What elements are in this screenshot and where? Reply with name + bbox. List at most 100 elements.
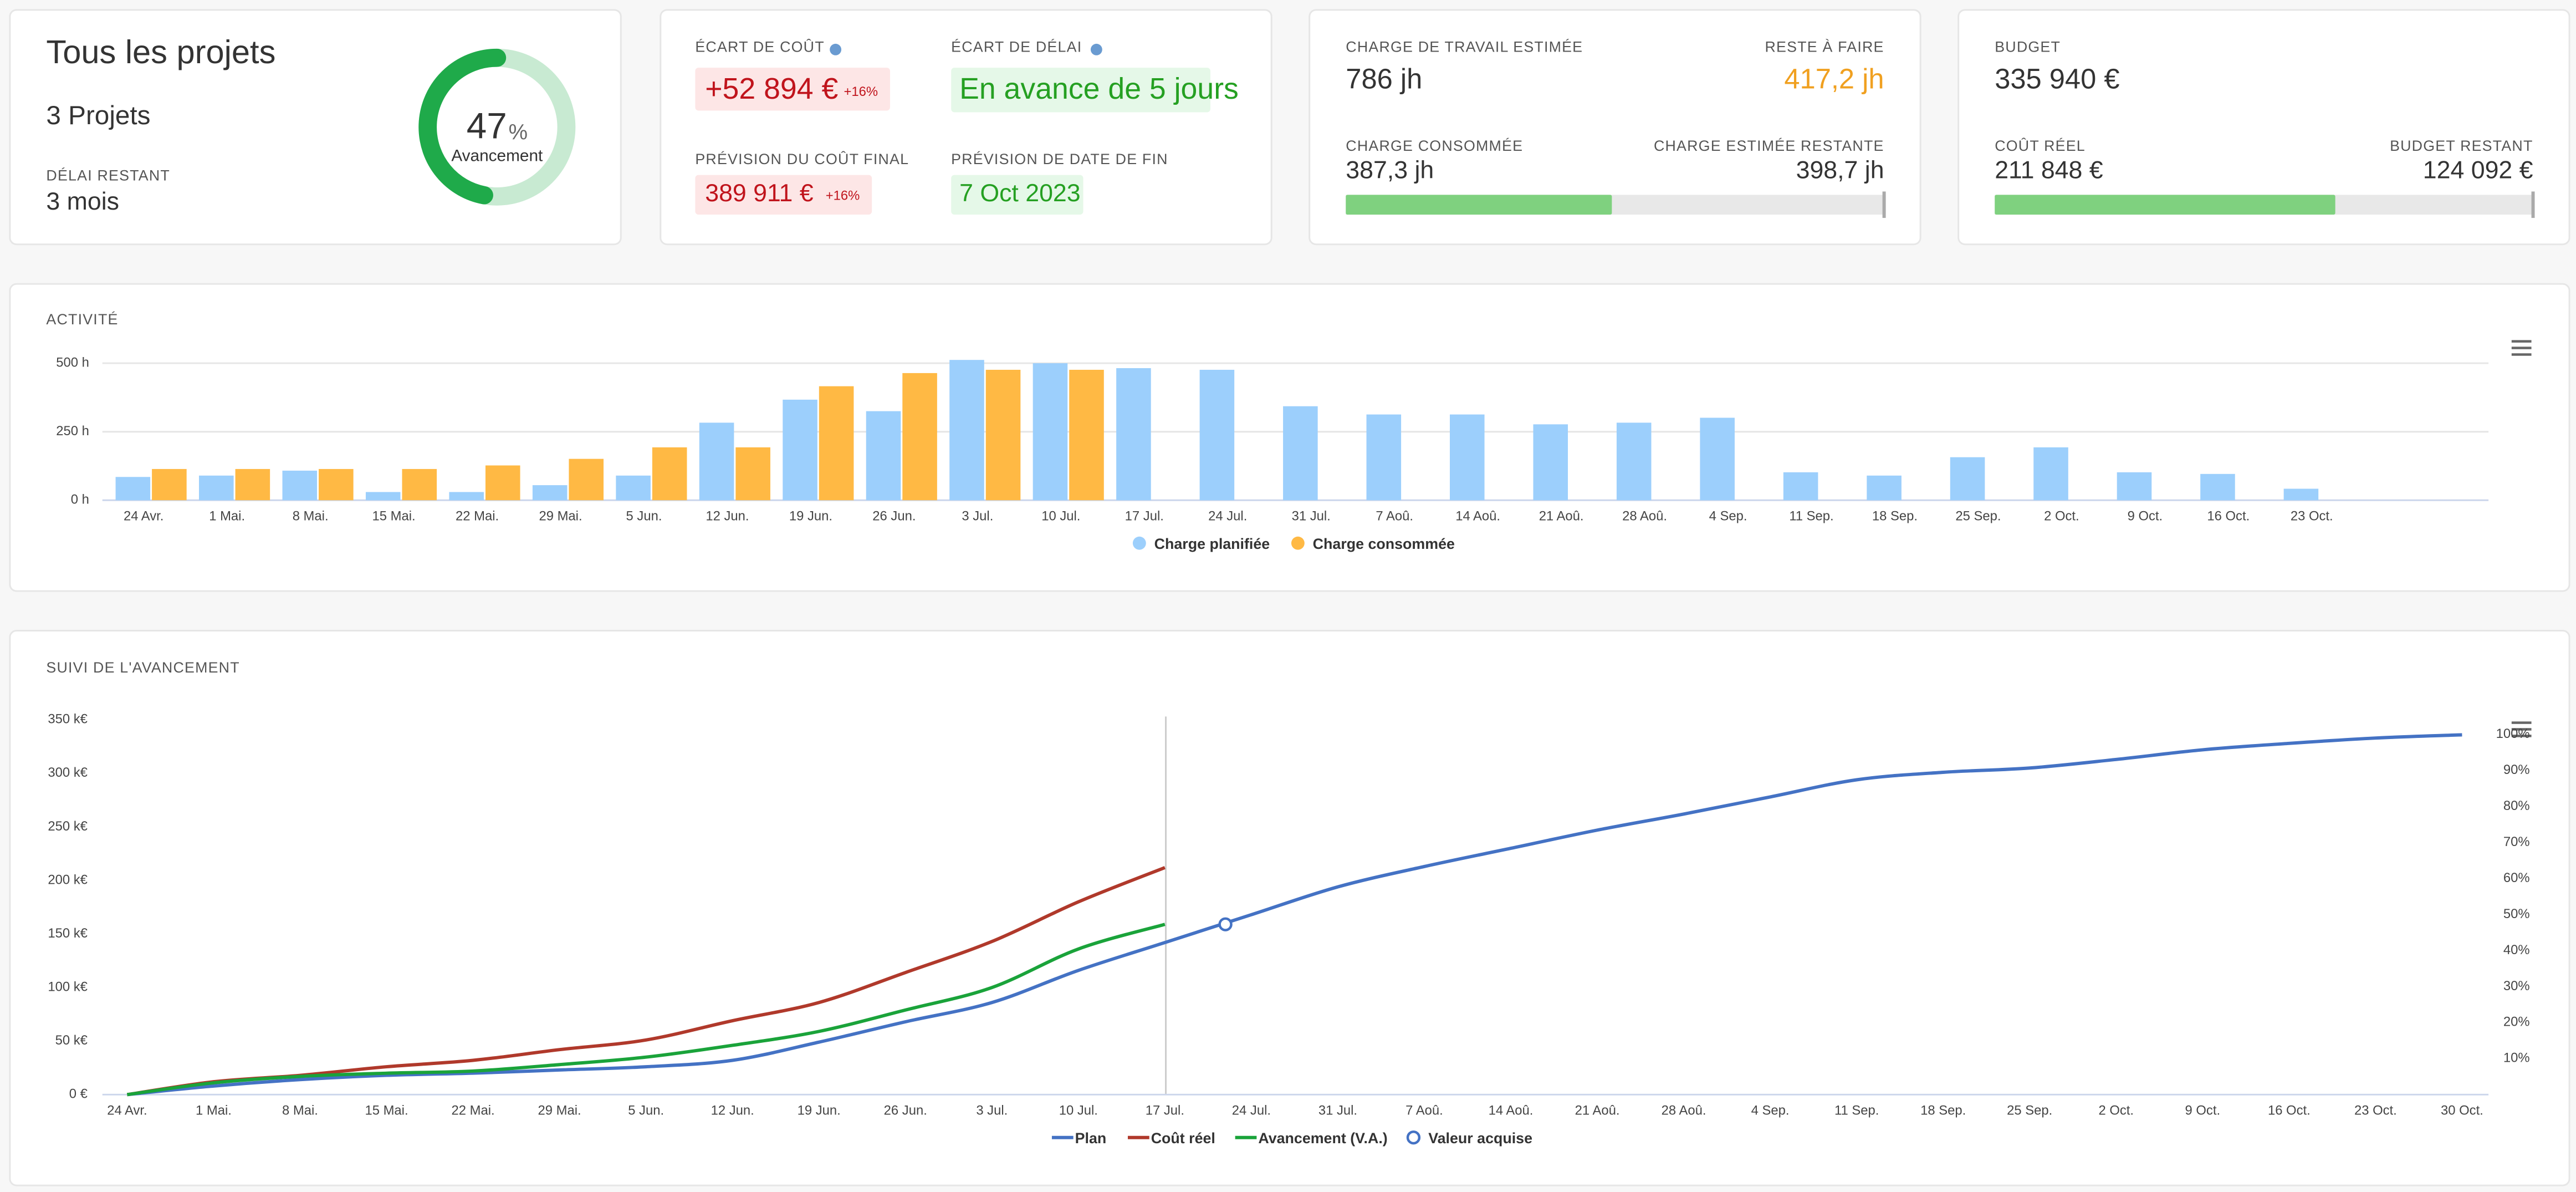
bar: [1783, 472, 1818, 501]
bar: [1616, 422, 1652, 501]
x-tick-label: 18 Sep.: [1872, 508, 1918, 523]
x-tick-label: 17 Jul.: [1146, 1103, 1184, 1118]
x-tick-label: 16 Oct.: [2268, 1103, 2311, 1118]
y2-tick-label: 50%: [2503, 906, 2530, 921]
badge: [951, 175, 1083, 215]
bar: [235, 468, 270, 501]
bar: [2283, 488, 2319, 501]
line: [127, 923, 1166, 1097]
x-tick-label: 2 Oct.: [2098, 1103, 2134, 1118]
value: 786 jh: [1346, 63, 1422, 94]
legend-label: Avancement (V.A.): [1258, 1130, 1387, 1147]
legend-swatch: [1291, 536, 1305, 550]
y-tick-label: 350 k€: [48, 712, 88, 727]
y2-tick-label: 20%: [2503, 1015, 2530, 1030]
bar: [1199, 369, 1235, 501]
projects: 3 Projets: [46, 101, 150, 130]
bar: [616, 475, 651, 501]
x-tick-label: 24 Jul.: [1208, 508, 1247, 523]
bar: [319, 468, 354, 501]
y2-tick-label: 60%: [2503, 870, 2530, 885]
card-budget: [1957, 9, 2570, 246]
x-tick-label: 12 Jun.: [706, 508, 749, 523]
chart-title: SUIVI DE L'AVANCEMENT: [46, 659, 239, 676]
label: PRÉVISION DU COÛT FINAL: [695, 150, 909, 167]
bar: [1700, 417, 1735, 501]
help-icon[interactable]: [1090, 43, 1102, 55]
bar: [365, 492, 401, 501]
x-tick-label: 9 Oct.: [2128, 508, 2163, 523]
x-tick-label: 7 Aoû.: [1376, 508, 1413, 523]
label: CHARGE ESTIMÉE RESTANTE: [1654, 137, 1884, 154]
x-tick-label: 10 Jul.: [1041, 508, 1080, 523]
x-tick-label: 31 Jul.: [1318, 1103, 1357, 1118]
value: 387,3 jh: [1346, 156, 1434, 184]
x-tick-label: 1 Mai.: [196, 1103, 232, 1118]
y-tick-label: 250 k€: [48, 819, 88, 834]
marker: [1218, 917, 1233, 931]
legend-swatch: [1132, 536, 1146, 550]
bar: [1950, 457, 1985, 501]
menu-icon[interactable]: [2511, 721, 2532, 737]
bar: [152, 468, 187, 501]
label: RESTE À FAIRE: [1765, 38, 1884, 55]
bar: [819, 386, 854, 501]
x-tick-label: 26 Jun.: [872, 508, 916, 523]
x-tick-label: 22 Mai.: [456, 508, 499, 523]
card-workload: [1309, 9, 1921, 246]
x-tick-label: 16 Oct.: [2207, 508, 2250, 523]
bar: [735, 447, 770, 501]
bar: [485, 465, 520, 501]
x-tick-label: 11 Sep.: [1789, 508, 1833, 523]
x-tick-label: 29 Mai.: [539, 508, 582, 523]
pct: +16%: [826, 189, 860, 203]
x-tick-label: 15 Mai.: [372, 508, 416, 523]
pct: +16%: [844, 84, 878, 99]
donut-label: Avancement: [451, 147, 543, 165]
donut-arc: [418, 48, 576, 206]
y-tick-label: 200 k€: [48, 872, 88, 887]
summary-title: Tous les projets: [46, 33, 275, 70]
donut-value: 47: [467, 106, 507, 146]
badge: [695, 68, 890, 111]
x-tick-label: 15 Mai.: [365, 1103, 408, 1118]
value: +52 894 €: [705, 72, 838, 105]
bar: [1069, 369, 1104, 501]
label: ÉCART DE COÛT: [695, 38, 824, 55]
x-tick-label: 21 Aoû.: [1539, 508, 1584, 523]
label: CHARGE DE TRAVAIL ESTIMÉE: [1346, 38, 1583, 55]
label: CHARGE CONSOMMÉE: [1346, 137, 1523, 154]
x-tick-label: 3 Jul.: [976, 1103, 1008, 1118]
bar: [199, 475, 234, 501]
bar: [1033, 363, 1068, 501]
legend-label: Coût réel: [1151, 1130, 1215, 1147]
x-tick-label: 7 Aoû.: [1405, 1103, 1443, 1118]
bar: [1283, 406, 1318, 501]
label: ÉCART DE DÉLAI: [951, 38, 1082, 55]
x-tick-label: 3 Jul.: [962, 508, 993, 523]
bar: [1366, 414, 1402, 501]
bar: [1449, 414, 1485, 501]
y2-tick-label: 80%: [2503, 798, 2530, 813]
label: PRÉVISION DE DATE DE FIN: [951, 151, 1168, 167]
bar: [1116, 368, 1151, 501]
value: 124 092 €: [2423, 156, 2533, 184]
progress-bar: [1346, 195, 1612, 215]
bar: [783, 399, 817, 501]
label: BUDGET: [1995, 38, 2061, 55]
value: 417,2 jh: [1784, 63, 1884, 94]
x-tick-label: 28 Aoû.: [1662, 1103, 1706, 1118]
value: 398,7 jh: [1796, 156, 1884, 184]
badge: [951, 68, 1210, 113]
x-tick-label: 19 Jun.: [789, 508, 832, 523]
x-tick-label: 14 Aoû.: [1455, 508, 1500, 523]
y-tick-label: 0 h: [71, 492, 89, 507]
x-tick-label: 24 Avr.: [124, 508, 163, 523]
legend-label: Charge consommée: [1313, 536, 1455, 552]
legend-label: Valeur acquise: [1428, 1130, 1532, 1147]
menu-icon[interactable]: [2511, 340, 2532, 356]
y2-tick-label: 70%: [2503, 834, 2530, 849]
help-icon[interactable]: [830, 43, 842, 55]
